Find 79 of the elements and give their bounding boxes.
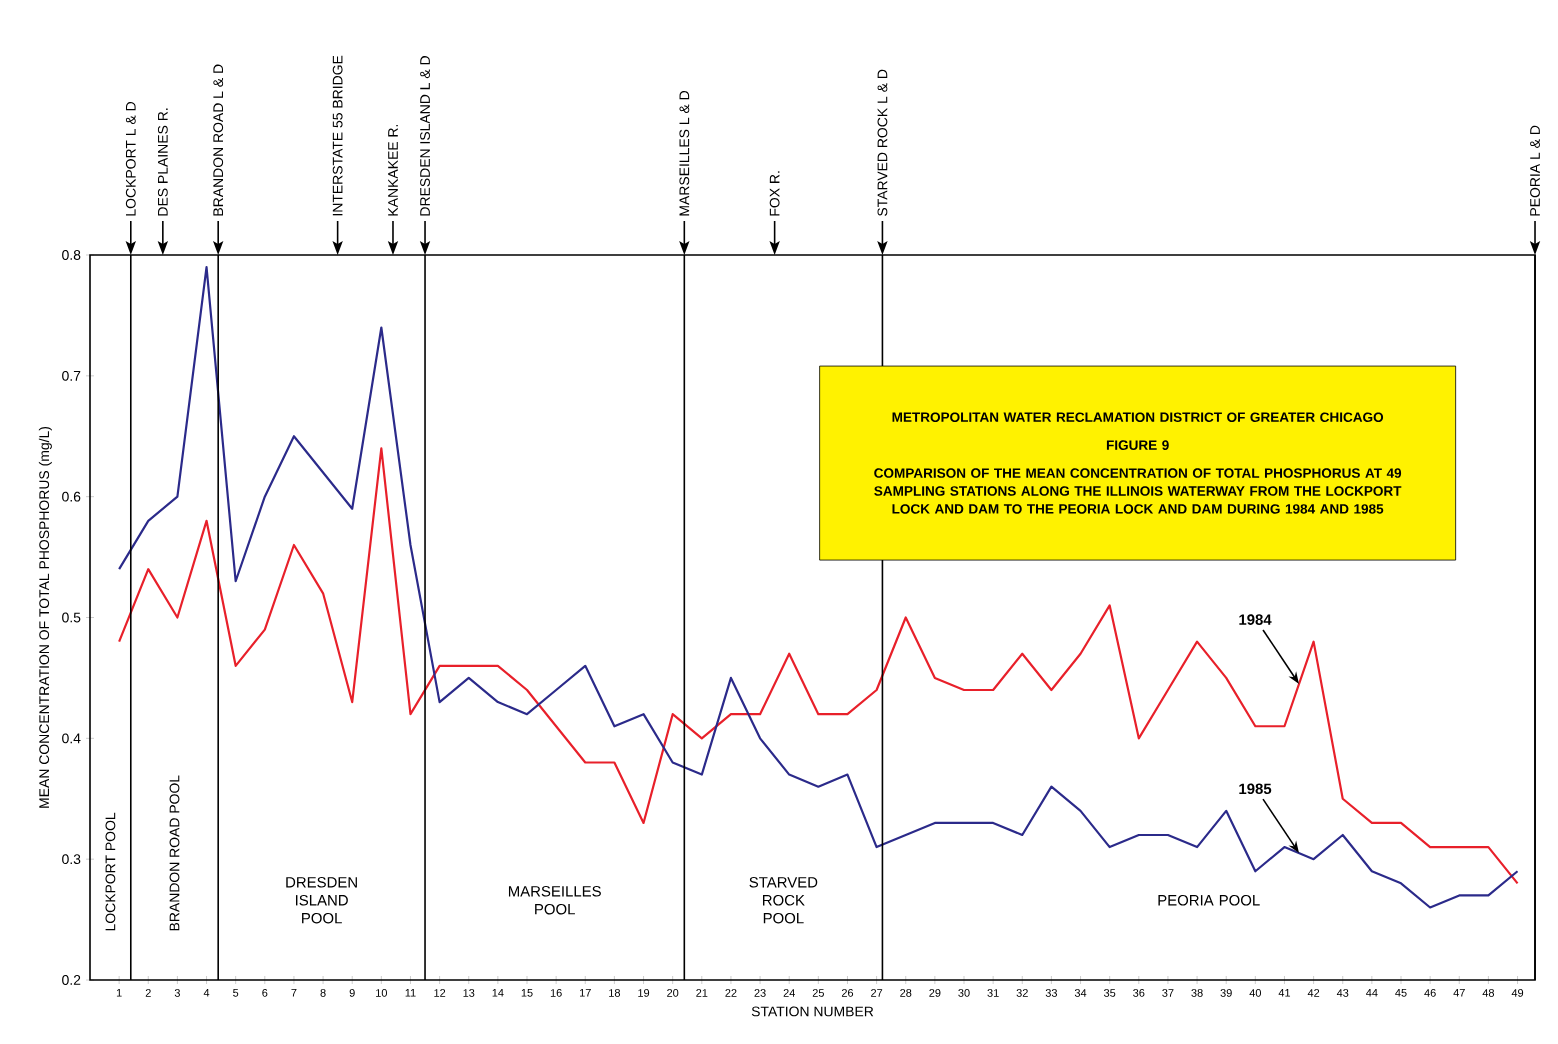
x-tick-label: 8 [320,989,326,997]
x-tick-label: 43 [1336,989,1349,997]
x-tick-label: 49 [1511,989,1524,997]
x-axis-title: STATION NUMBER [751,1006,874,1017]
x-tick-label: 45 [1395,989,1407,997]
x-tick-label: 39 [1220,989,1232,997]
x-tick-label: 40 [1249,989,1261,997]
ref-line-label: DRESDEN ISLAND L & D [420,56,430,216]
x-tick-label: 32 [1016,989,1028,997]
ref-line-label: INTERSTATE 55 BRIDGE [332,55,343,216]
x-tick-label: 27 [871,989,883,997]
x-tick-label: 26 [841,989,854,997]
annotation: MARSEILLES POOL [508,885,601,915]
annotation: PEORIA POOL [1158,894,1260,906]
x-tick-label: 31 [987,989,999,997]
x-tick-label: 36 [1133,989,1145,997]
x-tick-label: 21 [696,989,708,997]
x-tick-label: 41 [1278,989,1291,997]
x-tick-label: 16 [550,989,562,997]
annotation: STARVED ROCK POOL [749,877,818,924]
x-tick-label: 19 [638,989,650,997]
x-tick-label: 35 [1103,989,1116,997]
x-tick-label: 6 [262,989,268,997]
x-tick-label: 38 [1191,989,1203,997]
series-label: 1985 [1239,783,1272,795]
ref-line-label: LOCKPORT L & D [125,102,136,216]
x-tick-label: 28 [900,989,912,997]
x-tick-label: 18 [609,989,621,997]
x-tick-label: 29 [929,989,941,997]
y-tick-label: 0.7 [62,370,81,381]
x-tick-label: 14 [492,989,504,997]
y-tick-label: 0.8 [62,250,81,260]
x-tick-label: 1 [116,989,122,997]
x-tick-label: 17 [580,989,591,997]
x-tick-label: 10 [376,989,387,997]
x-tick-label: 42 [1307,989,1320,997]
x-tick-label: 20 [667,989,679,997]
x-tick-label: 46 [1424,989,1436,997]
x-tick-label: 13 [463,989,475,997]
y-tick-label: 0.4 [62,733,81,744]
annotation: DRESDEN ISLAND POOL [286,877,357,924]
ref-line-label: BRANDON ROAD L & D [213,64,224,216]
ref-line-label: FOX R. [769,171,780,216]
ref-line-label: KANKAKEE R. [388,124,398,216]
x-tick-label: 23 [754,989,766,997]
y-tick-label: 0.6 [62,491,81,502]
x-tick-label: 33 [1045,989,1058,997]
ref-line-label: DES PLAINES R. [157,108,168,216]
x-tick-label: 37 [1162,989,1174,997]
x-tick-label: 11 [405,989,416,997]
x-tick-label: 12 [434,989,446,997]
y-axis-title: MEAN CONCENTRATION OF TOTAL PHOSPHORUS (mg/L) [38,426,52,808]
text: METROPOLITAN WATER RECLAMATION DISTRICT OF GREATER CHICAGO [892,412,1384,422]
annotation: COMPARISON OF THE MEAN CONCENTRATION OF TOTAL PHOSPHORUS AT 49 SAMPLING STATIONS ALONG THE ILLINOIS WATERWAY FROM THE LOCKPORT LOCK AND DAM TO THE PEORIA LOCK AND DAM DURING 1984 AND 1985 [874,468,1402,514]
x-tick-label: 2 [145,989,151,997]
x-tick-label: 44 [1366,989,1378,997]
text: FIGURE 9 [1106,440,1169,450]
y-tick-label: 0.5 [62,612,81,623]
x-tick-label: 47 [1453,989,1465,997]
annotation: LOCKPORT POOL [105,812,116,931]
text: 1984 [1239,614,1272,625]
y-tick-label: 0.2 [62,975,81,985]
x-tick-label: 3 [174,989,180,997]
ref-line-label: MARSEILLES L & D [679,90,690,216]
x-tick-label: 7 [291,989,297,997]
ref-line-label: STARVED ROCK L & D [877,69,888,216]
x-tick-label: 24 [783,989,795,997]
x-tick-label: 9 [349,989,355,997]
x-tick-label: 15 [521,989,533,997]
x-tick-label: 30 [958,989,970,997]
x-tick-label: 34 [1074,989,1087,997]
ref-line-label: PEORIA L & D [1530,125,1540,216]
x-tick-label: 48 [1482,989,1495,997]
x-tick-label: 25 [812,989,824,997]
x-tick-label: 22 [725,989,737,997]
x-tick-label: 4 [203,989,210,997]
annotation: BRANDON ROAD POOL [169,775,180,931]
y-tick-label: 0.3 [62,854,81,865]
x-tick-label: 5 [233,989,239,997]
